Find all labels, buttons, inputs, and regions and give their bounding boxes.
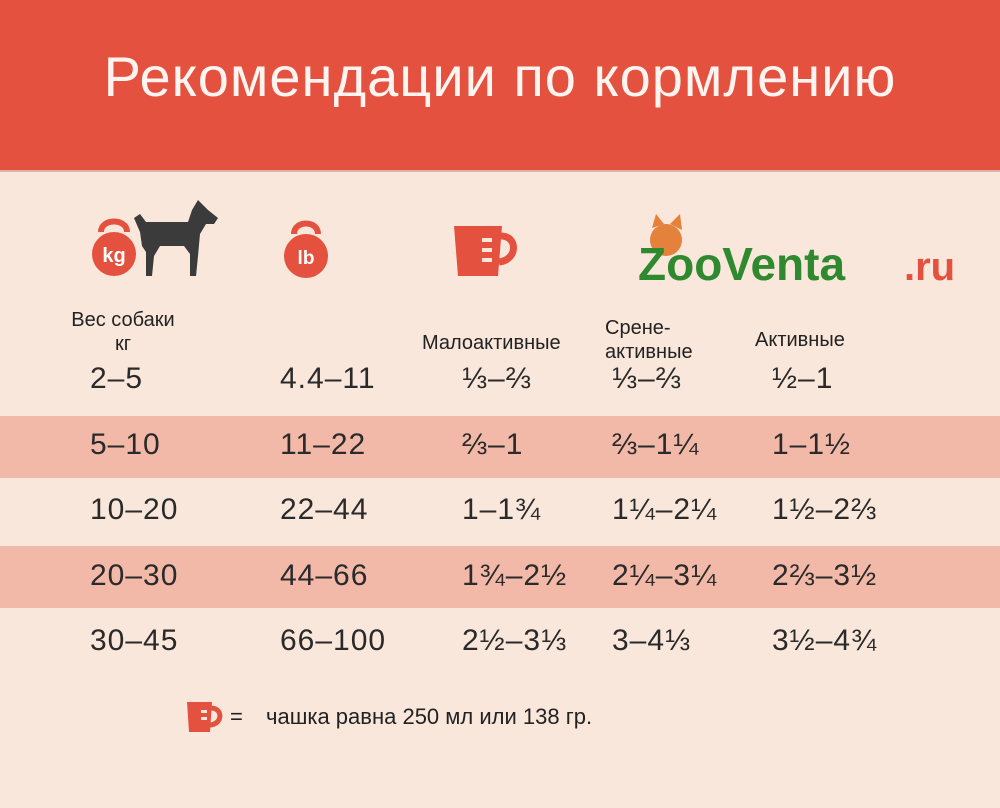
cell-active: 3½–4¾ [772, 624, 878, 657]
cell-low: ⅓–⅔ [462, 362, 532, 395]
cell-active: 2⅔–3½ [772, 559, 878, 592]
svg-text:lb: lb [298, 248, 315, 269]
cell-kg: 30–45 [90, 624, 179, 657]
cell-medium: ⅔–1¼ [612, 428, 700, 461]
cell-medium: ⅓–⅔ [612, 362, 682, 395]
header-banner: Рекомендации по кормлению [0, 0, 1000, 172]
cell-kg: 2–5 [90, 362, 144, 395]
table-row-band [0, 416, 1000, 478]
column-label-low-activity: Малоактивные [422, 332, 561, 354]
svg-text:ZooVenta: ZooVenta [638, 238, 845, 290]
page-title: Рекомендации по кормлению [103, 45, 897, 108]
cell-lb: 22–44 [280, 493, 369, 526]
column-label-medium-activity: Срене- активные [605, 317, 693, 363]
cell-low: 1¾–2½ [462, 559, 568, 592]
column-label-weight-kg: Вес собаки кг [71, 309, 175, 355]
cell-kg: 5–10 [90, 428, 161, 461]
cell-medium: 2¼–3¼ [612, 559, 718, 592]
footer-equals: = [230, 704, 243, 729]
table-row-band [0, 546, 1000, 608]
zooventa-logo: ZooVenta .ru [636, 206, 976, 294]
cell-lb: 44–66 [280, 559, 369, 592]
svg-text:.ru: .ru [904, 245, 955, 289]
cell-active: 1–1½ [772, 428, 852, 461]
svg-text:kg: kg [102, 245, 125, 267]
cell-low: 2½–3⅓ [462, 624, 568, 657]
measuring-cup-icon [452, 224, 520, 278]
cell-lb: 66–100 [280, 624, 387, 657]
cell-active: 1½–2⅔ [772, 493, 878, 526]
cell-medium: 1¼–2¼ [612, 493, 718, 526]
cell-kg: 10–20 [90, 493, 179, 526]
cell-active: ½–1 [772, 362, 834, 395]
kettlebell-lb-icon: lb [276, 214, 336, 278]
cell-lb: 4.4–11 [280, 362, 376, 395]
kettlebell-kg-icon: kg [84, 212, 144, 276]
cell-lb: 11–22 [280, 428, 367, 461]
cell-kg: 20–30 [90, 559, 179, 592]
dog-icon [126, 196, 222, 280]
cell-medium: 3–4⅓ [612, 624, 692, 657]
column-label-active: Активные [755, 329, 845, 351]
footer-note: чашка равна 250 мл или 138 гр. [266, 704, 593, 729]
cup-legend-icon [186, 700, 224, 736]
cell-low: ⅔–1 [462, 428, 524, 461]
cell-low: 1–1¾ [462, 493, 542, 526]
